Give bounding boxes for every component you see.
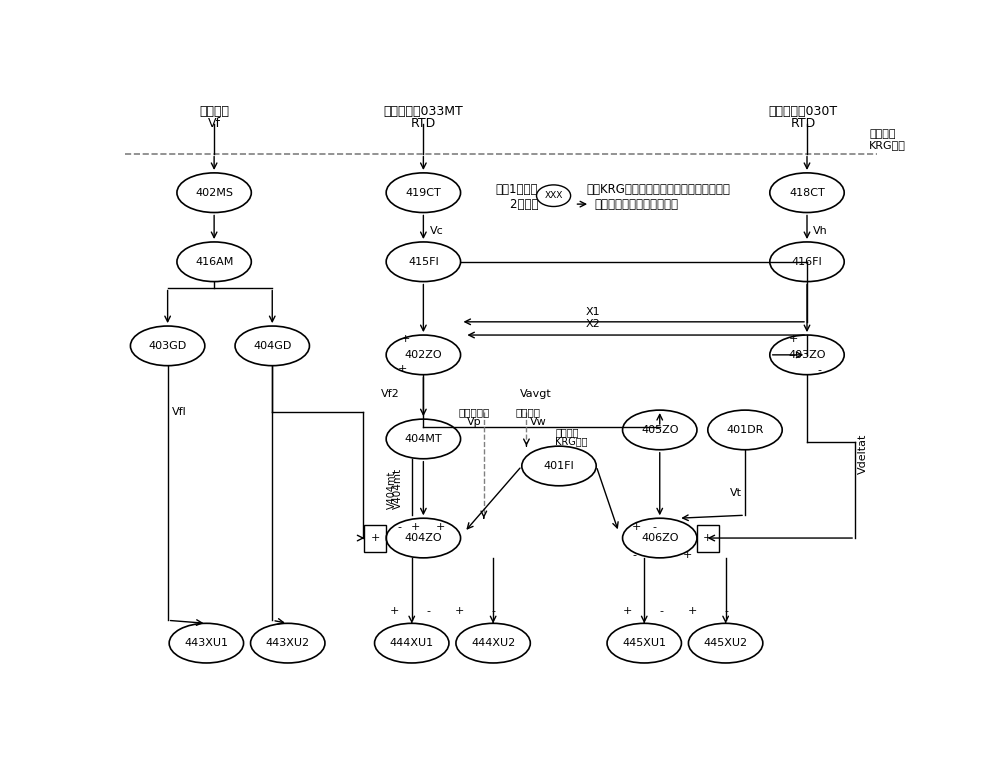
Text: +: + (788, 335, 798, 344)
Text: XXX: XXX (544, 191, 563, 200)
Text: 419CT: 419CT (406, 188, 441, 197)
Text: KRG系统: KRG系统 (555, 436, 588, 446)
Text: 406ZO: 406ZO (641, 533, 678, 543)
Text: 402ZO: 402ZO (405, 350, 442, 360)
Text: -: - (633, 550, 637, 560)
Text: V404mt: V404mt (387, 471, 397, 509)
Text: 443XU2: 443XU2 (266, 638, 310, 648)
Text: Vc: Vc (430, 225, 443, 236)
Text: 现场信号: 现场信号 (869, 129, 896, 140)
Text: -: - (817, 365, 821, 375)
Text: Vw: Vw (530, 417, 547, 427)
Text: 445XU1: 445XU1 (622, 638, 666, 648)
Text: Vp: Vp (466, 417, 481, 427)
Text: 416FI: 416FI (792, 257, 822, 267)
Text: 404MT: 404MT (405, 434, 442, 444)
Text: -: - (397, 523, 401, 532)
Bar (697, 524, 719, 551)
Text: -: - (652, 523, 656, 532)
Text: X2: X2 (586, 318, 601, 328)
Text: +: + (455, 606, 464, 616)
Text: Vf: Vf (208, 117, 221, 130)
Text: 2、图中: 2、图中 (495, 197, 539, 211)
Text: 401DR: 401DR (726, 425, 764, 435)
Text: +: + (688, 606, 697, 616)
Text: 稳压器压力: 稳压器压力 (458, 407, 489, 417)
Text: RTD: RTD (411, 117, 436, 130)
Text: +: + (398, 363, 407, 374)
Text: 444XU2: 444XU2 (471, 638, 515, 648)
Text: V404mt: V404mt (393, 468, 403, 509)
Text: 443XU1: 443XU1 (184, 638, 228, 648)
Text: X1: X1 (586, 307, 601, 317)
Text: 冷管段温度033MT: 冷管段温度033MT (384, 105, 463, 118)
Text: 405ZO: 405ZO (641, 425, 678, 435)
Text: +: + (401, 335, 410, 344)
Text: 注：1、图中: 注：1、图中 (495, 183, 538, 197)
Text: 表示保护通道的信号流向。: 表示保护通道的信号流向。 (595, 197, 679, 211)
Text: 401FI: 401FI (544, 461, 574, 471)
Text: -: - (724, 606, 728, 616)
Text: Vt: Vt (730, 488, 742, 498)
Text: 主泵转速: 主泵转速 (516, 407, 540, 417)
Text: +: + (436, 523, 445, 532)
Text: +: + (411, 523, 420, 532)
Text: Vfl: Vfl (172, 407, 186, 417)
Text: -: - (659, 606, 663, 616)
Text: 表示KRG系统中的模拟量处理及预算模块。: 表示KRG系统中的模拟量处理及预算模块。 (587, 183, 731, 197)
Text: Vdeltat: Vdeltat (858, 434, 868, 474)
Text: 418CT: 418CT (789, 188, 825, 197)
Text: 415FI: 415FI (408, 257, 439, 267)
Text: 416AM: 416AM (195, 257, 233, 267)
Text: +: + (623, 606, 632, 616)
Text: 445XU2: 445XU2 (704, 638, 748, 648)
Text: RTD: RTD (790, 117, 816, 130)
Text: -: - (492, 606, 496, 616)
Text: +: + (683, 550, 692, 560)
Text: +: + (632, 523, 641, 532)
Bar (364, 524, 386, 551)
Text: 444XU1: 444XU1 (390, 638, 434, 648)
Text: Vh: Vh (813, 225, 828, 236)
Text: +: + (703, 533, 712, 543)
Text: +: + (371, 533, 380, 543)
Text: -: - (427, 606, 431, 616)
Text: 403ZO: 403ZO (788, 350, 826, 360)
Text: 现场信号: 现场信号 (555, 427, 579, 437)
Text: Vavgt: Vavgt (520, 389, 552, 399)
Text: 中子通量: 中子通量 (199, 105, 229, 118)
Text: +: + (390, 606, 399, 616)
Text: 热管段温度030T: 热管段温度030T (769, 105, 838, 118)
Text: KRG系统: KRG系统 (869, 140, 906, 151)
Text: 404GD: 404GD (253, 341, 291, 351)
Text: 402MS: 402MS (195, 188, 233, 197)
Text: 404ZO: 404ZO (405, 533, 442, 543)
Text: 403GD: 403GD (148, 341, 187, 351)
Text: Vf2: Vf2 (381, 389, 400, 399)
